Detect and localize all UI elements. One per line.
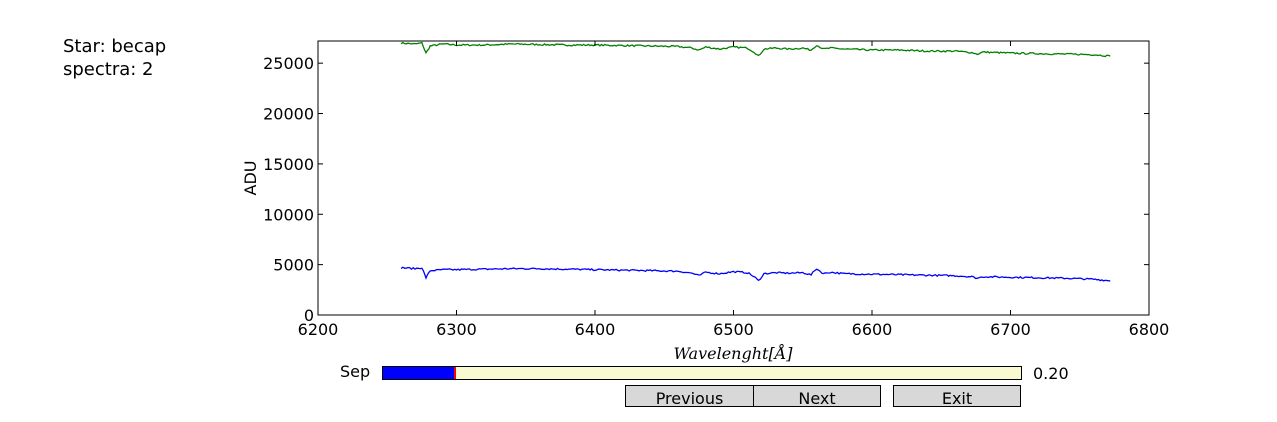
sep-slider[interactable]	[382, 366, 1022, 380]
x-tick-label: 6800	[1129, 320, 1170, 339]
x-tick-label: 6200	[298, 320, 339, 339]
x-tick-label: 6400	[575, 320, 616, 339]
next-button[interactable]: Next	[753, 385, 881, 408]
sep-slider-label: Sep	[340, 362, 371, 381]
y-axis-label: ADU	[241, 161, 260, 196]
spectra-count-label: spectra: 2	[63, 59, 154, 80]
y-tick-label: 5000	[273, 256, 314, 275]
spectrum-line-2	[400, 266, 1111, 282]
star-name-label: Star: becap	[63, 36, 167, 57]
star-info: Star: becap spectra: 2	[63, 35, 166, 81]
x-tick-label: 6600	[852, 320, 893, 339]
x-axis-label: Wavelenght[Å]	[673, 343, 793, 363]
y-tick-label: 0	[304, 306, 314, 325]
y-tick-label: 15000	[263, 155, 314, 174]
sep-slider-marker[interactable]	[454, 367, 457, 379]
y-tick-label: 20000	[263, 105, 314, 124]
sep-slider-value: 0.20	[1033, 364, 1069, 383]
previous-button[interactable]: Previous	[625, 385, 754, 408]
x-tick-label: 6700	[990, 320, 1031, 339]
y-tick-label: 25000	[263, 54, 314, 73]
spectrum-line-1	[400, 41, 1111, 58]
y-tick-label: 10000	[263, 205, 314, 224]
plot-area	[317, 40, 1150, 316]
exit-button[interactable]: Exit	[893, 385, 1021, 408]
x-tick-label: 6500	[713, 320, 754, 339]
sep-slider-fill	[383, 367, 456, 379]
x-tick-label: 6300	[436, 320, 477, 339]
